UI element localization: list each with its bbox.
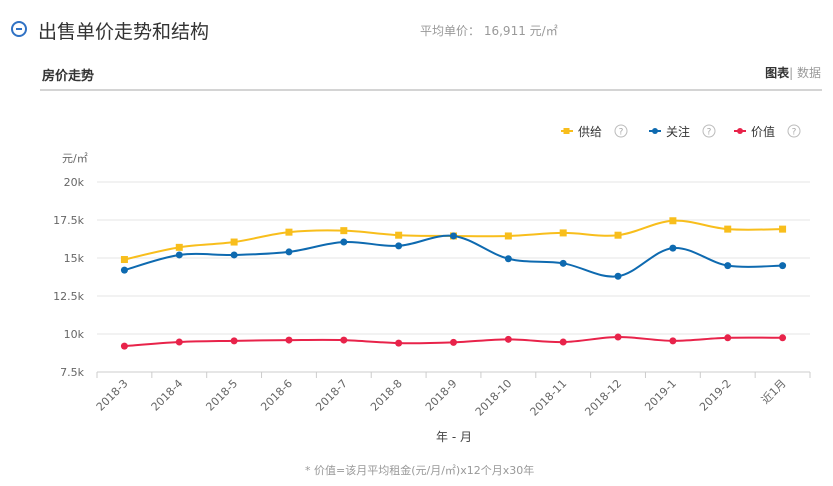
data-point (504, 232, 512, 240)
help-icon-glyph: ? (792, 128, 797, 138)
x-tick-label: 2018-3 (94, 377, 131, 414)
x-tick-label: 2018-12 (582, 377, 624, 419)
data-point (669, 217, 677, 225)
data-point (779, 225, 787, 233)
help-icon (614, 124, 628, 138)
data-point (175, 338, 183, 346)
page-title: 出售单价走势和结构 (38, 21, 210, 43)
data-point (285, 228, 293, 236)
legend-label: 供给 (578, 125, 602, 139)
data-point (669, 337, 677, 345)
data-point (230, 337, 238, 345)
data-point (230, 251, 238, 259)
data-point (559, 338, 567, 346)
y-tick-label: 20k (64, 176, 85, 189)
average-price: 平均单价： 16,911 元/㎡ (420, 22, 558, 39)
legend-marker (652, 128, 658, 134)
data-point (285, 336, 293, 344)
legend-label: 关注 (666, 124, 690, 139)
section-title: 房价走势 (42, 69, 95, 84)
data-point (724, 334, 732, 342)
data-point (120, 256, 128, 264)
data-point (504, 255, 512, 263)
data-point (340, 336, 348, 344)
footnote: * 价值=该月平均租金(元/月/㎡)x12个月x30年 (305, 464, 535, 477)
data-point (614, 333, 622, 341)
data-point (340, 227, 348, 235)
x-tick-label: 2018-4 (149, 377, 186, 414)
y-tick-label: 10k (64, 328, 85, 341)
data-point (614, 272, 622, 280)
x-tick-label: 2018-11 (528, 377, 570, 419)
x-tick-label: 2018-5 (203, 377, 240, 414)
y-tick-label: 17.5k (53, 214, 84, 227)
legend-marker (737, 128, 743, 134)
avg-label: 平均单价： (420, 24, 481, 38)
toggle-separator: | (789, 66, 794, 80)
data-point (120, 266, 128, 274)
data-point (669, 244, 677, 252)
series-line-2 (124, 234, 783, 278)
data-point (230, 238, 238, 246)
y-tick-label: 15k (64, 252, 85, 265)
x-tick-label: 2019-1 (642, 377, 679, 414)
data-point (450, 232, 457, 240)
data-point (395, 339, 403, 347)
avg-value: 16,911 元/㎡ (483, 24, 558, 38)
series-line-1 (124, 219, 783, 261)
x-tick-label: 2018-6 (258, 377, 295, 414)
divider (40, 89, 822, 91)
data-point (559, 259, 567, 267)
legend-label: 价值 (751, 124, 775, 139)
data-point (614, 231, 622, 239)
data-tab[interactable]: 数据 (793, 66, 821, 80)
x-tick-label: 2018-9 (423, 377, 460, 414)
x-tick-label: 2018-7 (313, 377, 350, 414)
x-tick-label: 2018-8 (368, 377, 405, 414)
data-point (559, 229, 567, 237)
data-point (779, 262, 787, 270)
data-point (285, 248, 293, 256)
data-point (504, 335, 512, 343)
data-point (120, 342, 128, 350)
data-point (175, 243, 183, 251)
data-point (175, 251, 183, 259)
help-icon-glyph: ? (619, 128, 624, 138)
data-point (395, 242, 403, 250)
x-axis-label: 年 - 月 (436, 430, 472, 444)
data-point (724, 225, 732, 233)
y-axis-label: 元/㎡ (62, 152, 88, 165)
x-tick-label: 近1月 (759, 377, 789, 407)
chart-tab[interactable]: 图表 (765, 66, 790, 80)
data-point (450, 338, 457, 346)
y-tick-label: 12.5k (53, 290, 84, 303)
help-icon (787, 124, 801, 138)
y-tick-label: 7.5k (60, 366, 84, 379)
x-tick-label: 2019-2 (697, 377, 734, 414)
data-point (395, 231, 403, 239)
help-icon-glyph: ? (707, 128, 712, 138)
data-point (340, 238, 348, 246)
data-point (724, 262, 732, 270)
data-point (779, 334, 787, 342)
legend-marker (563, 128, 570, 134)
collapse-icon[interactable] (11, 21, 27, 37)
view-toggle: 图表| 数据 (765, 64, 821, 81)
x-tick-label: 2018-10 (473, 377, 515, 419)
help-icon (702, 124, 716, 138)
